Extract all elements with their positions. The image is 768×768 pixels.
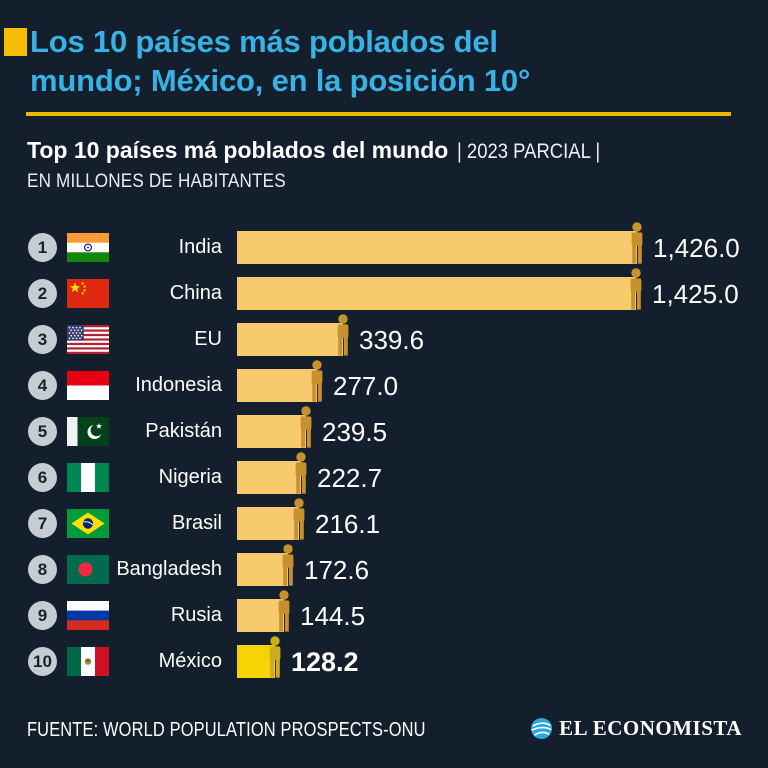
country-label: EU: [194, 328, 222, 350]
country-label: Brasil: [171, 512, 222, 534]
person-icon: [629, 222, 645, 264]
rank-badge: 2: [28, 279, 57, 308]
flag-mexico-icon: [67, 647, 109, 676]
chart-period-label: | 2023 PARCIAL |: [457, 140, 601, 163]
table-row: 4 Indonesia 277.0: [0, 360, 768, 409]
brand-name: EL ECONOMISTA: [559, 716, 742, 740]
table-row: 5 Pakistán 239.5: [0, 406, 768, 455]
bar-chart: 1 India 1,426.0 2 China 1,425.0 3 EU 339.6 4 Indon…: [0, 222, 768, 685]
value-label: 128.2: [291, 647, 359, 677]
flag-nigeria-icon: [67, 463, 109, 492]
table-row: 10 México 128.2: [0, 636, 768, 685]
rank-badge: 3: [28, 325, 57, 354]
brand-logo: EL ECONOMISTA: [530, 716, 742, 741]
country-label: Rusia: [170, 604, 222, 626]
rank-badge: 1: [28, 233, 57, 262]
value-label: 222.7: [317, 463, 383, 493]
flag-usa-icon: [67, 325, 109, 354]
population-bar: [237, 369, 317, 402]
person-icon: [309, 360, 325, 402]
table-row: 9 Rusia 144.5: [0, 590, 768, 639]
population-bar: [237, 277, 636, 310]
value-label: 172.6: [304, 555, 370, 585]
country-label: México: [158, 650, 222, 672]
source-label: FUENTE: WORLD POPULATION PROSPECTS-ONU: [27, 719, 426, 741]
rank-badge: 5: [28, 417, 57, 446]
table-row: 3 EU 339.6: [0, 314, 768, 363]
person-icon: [280, 544, 296, 586]
country-label: Bangladesh: [116, 558, 222, 580]
table-row: 2 China 1,425.0: [0, 268, 768, 317]
person-icon: [267, 636, 283, 678]
country-label: Indonesia: [135, 374, 222, 396]
accent-square: [4, 28, 27, 56]
country-label: Nigeria: [158, 466, 222, 488]
rank-badge: 4: [28, 371, 57, 400]
population-bar: [237, 553, 288, 586]
flag-rusia-icon: [67, 601, 109, 630]
rank-badge: 7: [28, 509, 57, 538]
flag-pakistan-icon: [67, 417, 109, 446]
country-label: Pakistán: [145, 420, 222, 442]
population-bar: [237, 599, 284, 632]
population-bar: [237, 461, 301, 494]
chart-title: Top 10 países má poblados del mundo: [27, 137, 449, 163]
value-label: 144.5: [300, 601, 366, 631]
value-label: 277.0: [333, 371, 399, 401]
chart-kicker: Top 10 países má poblados del mundo | 202…: [27, 137, 620, 164]
person-icon: [298, 406, 314, 448]
value-label: 239.5: [322, 417, 388, 447]
rank-badge: 8: [28, 555, 57, 584]
units-label: EN MILLONES DE HABITANTES: [27, 171, 286, 192]
flag-india-icon: [67, 233, 109, 262]
population-bar: [237, 645, 275, 678]
table-row: 8 Bangladesh 172.6: [0, 544, 768, 593]
value-label: 339.6: [359, 325, 425, 355]
page-title-line1: Los 10 países más poblados del: [30, 24, 498, 59]
page-title: Los 10 países más poblados del mundo; Méx…: [30, 22, 740, 100]
population-bar: [237, 231, 637, 264]
person-icon: [628, 268, 644, 310]
el-economista-globe-icon: [531, 717, 553, 740]
person-icon: [276, 590, 292, 632]
person-icon: [335, 314, 351, 356]
rank-badge: 6: [28, 463, 57, 492]
page-title-line2: mundo; México, en la posición 10°: [30, 63, 531, 99]
value-label: 1,425.0: [652, 279, 739, 309]
population-bar: [237, 415, 306, 448]
flag-brasil-icon: [67, 509, 109, 538]
population-bar: [237, 323, 343, 356]
table-row: 1 India 1,426.0: [0, 222, 768, 271]
flag-china-icon: [67, 279, 109, 308]
table-row: 7 Brasil 216.1: [0, 498, 768, 547]
flag-bangladesh-icon: [67, 555, 109, 584]
person-icon: [291, 498, 307, 540]
population-bar: [237, 507, 299, 540]
rank-badge: 9: [28, 601, 57, 630]
country-label: China: [169, 282, 222, 304]
value-label: 216.1: [315, 509, 381, 539]
flag-indonesia-icon: [67, 371, 109, 400]
person-icon: [293, 452, 309, 494]
rank-badge: 10: [28, 647, 57, 676]
value-label: 1,426.0: [653, 233, 740, 263]
table-row: 6 Nigeria 222.7: [0, 452, 768, 501]
divider-line: [26, 112, 731, 116]
country-label: India: [178, 236, 222, 258]
